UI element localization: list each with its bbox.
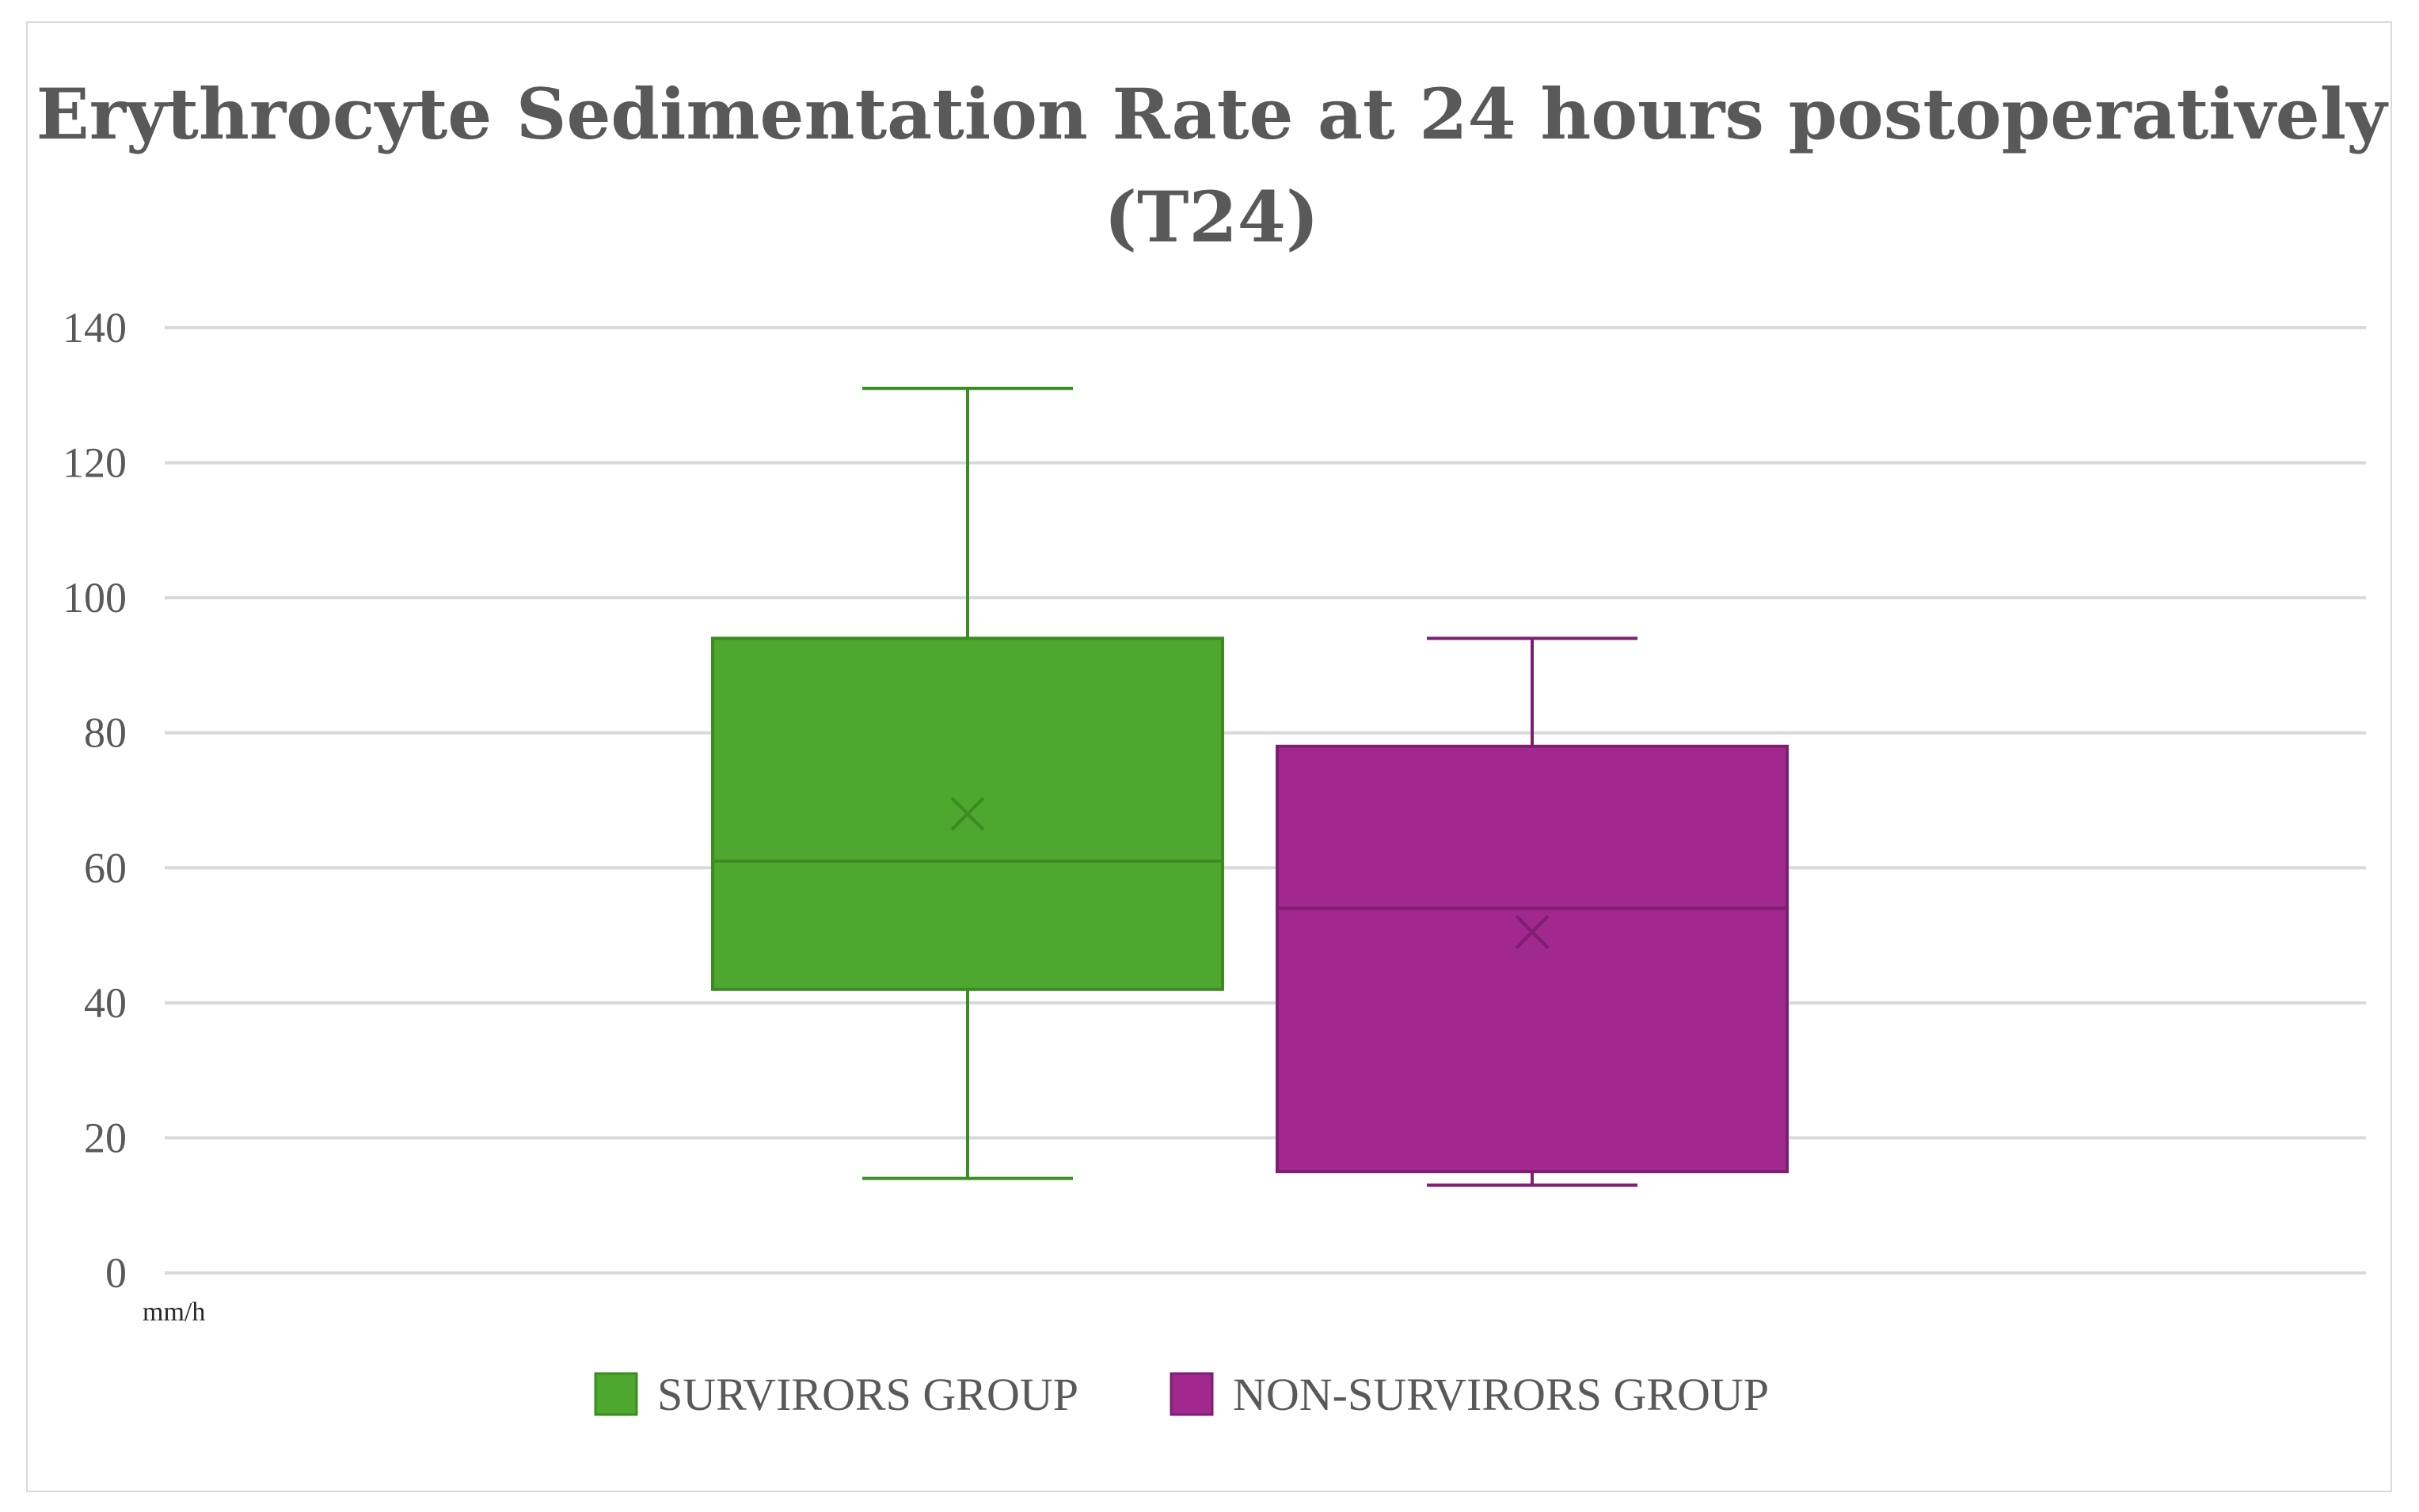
mean-marker (950, 796, 985, 831)
iqr-box (1276, 744, 1789, 1174)
y-axis-unit-label: mm/h (143, 1297, 205, 1327)
y-tick-label: 60 (84, 844, 127, 891)
legend-swatch (1170, 1372, 1214, 1416)
box-series (1276, 636, 1789, 1187)
mean-marker-stroke (950, 796, 985, 831)
mean-marker-stroke (1515, 914, 1550, 949)
y-tick-label: 140 (63, 304, 127, 351)
y-axis-ticks: 0 20 40 60 80 100 120 140 (63, 304, 127, 1297)
y-tick-label: 0 (105, 1249, 127, 1297)
y-tick-label: 100 (63, 574, 127, 621)
y-tick-label: 80 (84, 709, 127, 757)
box-series (711, 386, 1224, 1180)
legend-swatch (594, 1372, 638, 1416)
y-tick-label: 120 (63, 439, 127, 487)
legend-item: SURVIRORS GROUP (594, 1369, 1078, 1420)
mean-marker (1515, 914, 1550, 949)
legend: SURVIRORS GROUP NON-SURVIRORS GROUP (594, 1369, 1769, 1420)
y-tick-label: 20 (84, 1114, 127, 1161)
legend-item: NON-SURVIRORS GROUP (1170, 1369, 1769, 1420)
chart-title-line-2: (T24) (1104, 176, 1318, 258)
y-tick-label: 40 (84, 979, 127, 1027)
chart-title-line-1: Erythrocyte Sedimentation Rate at 24 hou… (36, 73, 2390, 155)
boxes (711, 386, 1789, 1187)
legend-label: NON-SURVIRORS GROUP (1233, 1369, 1769, 1420)
gridlines (165, 326, 2366, 1275)
legend-label: SURVIRORS GROUP (657, 1369, 1078, 1420)
